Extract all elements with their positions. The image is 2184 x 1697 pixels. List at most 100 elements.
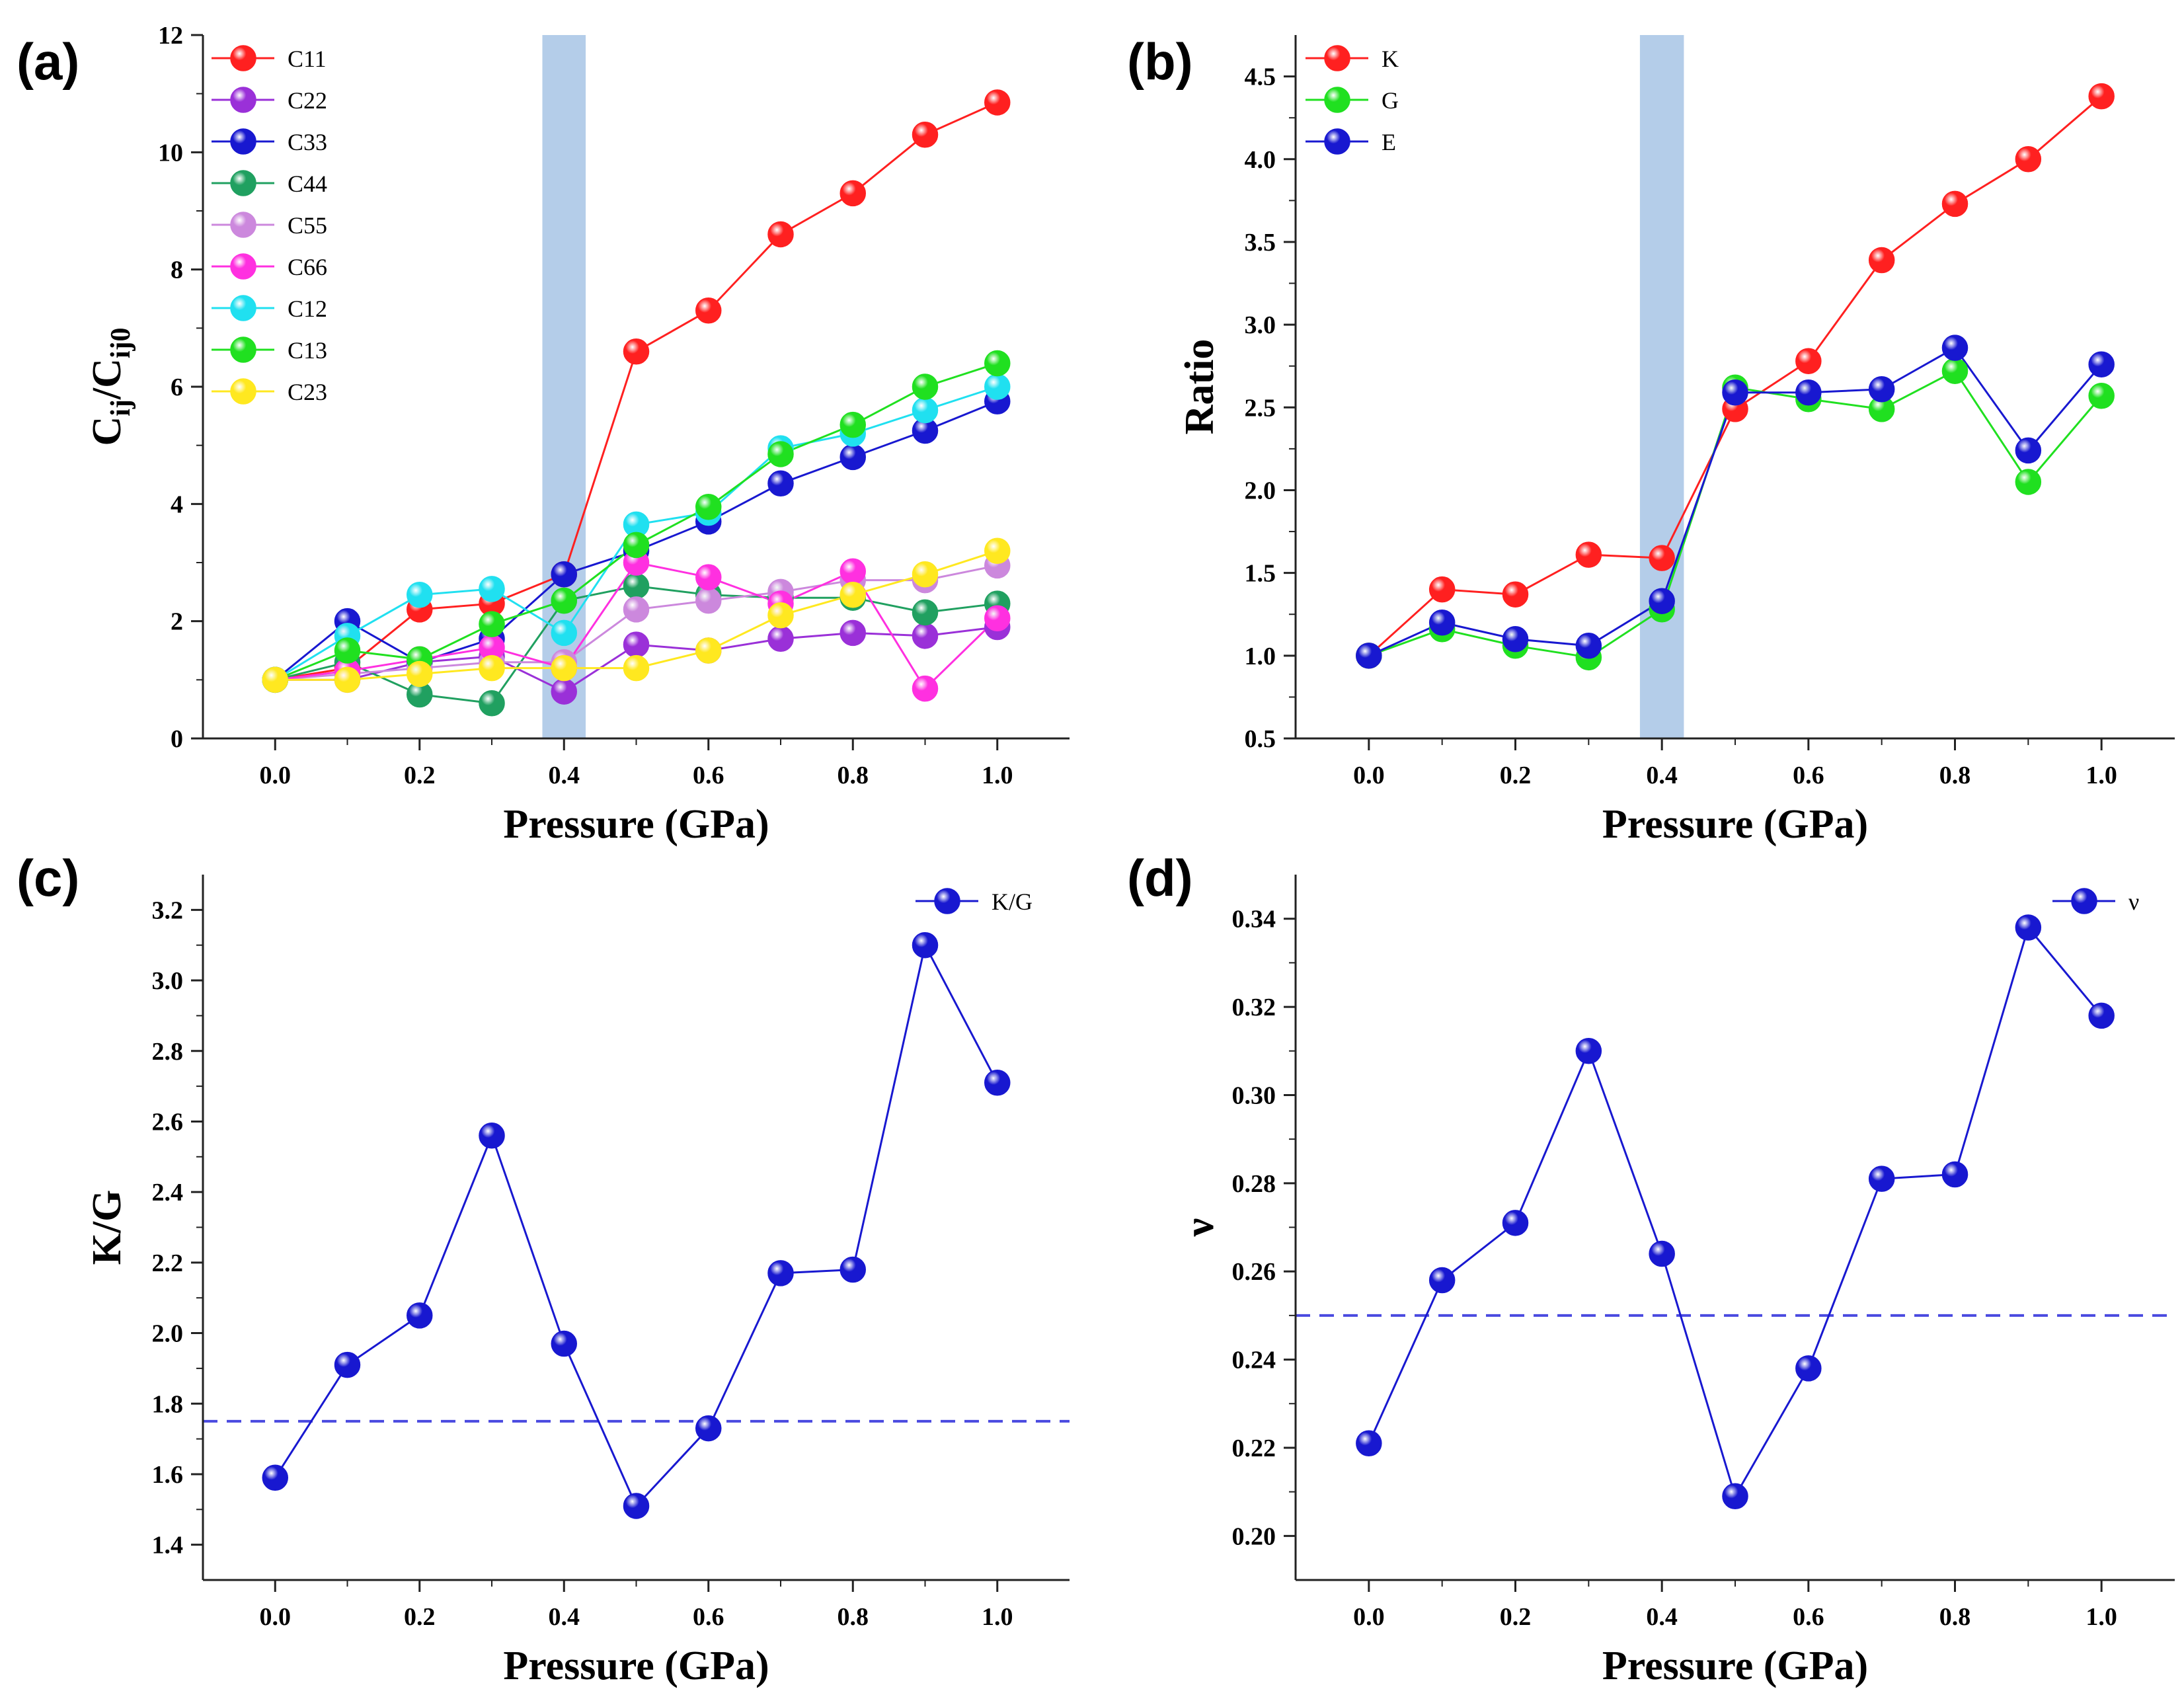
y-tick-label: 1.5 (1245, 560, 1276, 588)
data-point (551, 561, 577, 588)
data-point (695, 564, 722, 590)
data-point (2015, 437, 2042, 464)
y-axis-title: K/G (85, 1190, 130, 1265)
legend-marker (934, 888, 960, 914)
data-point (695, 1415, 722, 1442)
data-point (1356, 643, 1382, 669)
data-point (2015, 914, 2042, 941)
y-tick-label: 0.32 (1232, 994, 1276, 1021)
legend-label: C23 (288, 379, 327, 405)
data-point (984, 1070, 1011, 1096)
legend-label: E (1382, 129, 1396, 155)
legend-label: C55 (288, 212, 327, 239)
x-tick-label: 0.0 (1353, 762, 1385, 789)
y-tick-label: 1.8 (152, 1390, 184, 1418)
data-point (407, 1302, 433, 1329)
legend-label: K (1382, 46, 1399, 72)
data-point (1941, 335, 1969, 361)
data-point (2088, 1002, 2115, 1029)
y-tick-label: 4.0 (1245, 146, 1276, 174)
legend: K/G (916, 888, 1033, 915)
data-point (912, 374, 939, 400)
y-tick-label: 3.0 (152, 967, 184, 995)
data-point (551, 654, 577, 682)
legend-marker (230, 336, 256, 363)
legend-marker (230, 128, 256, 155)
x-tick-label: 0.4 (1646, 762, 1678, 789)
legend: KGE (1306, 45, 1399, 155)
data-point (1795, 379, 1822, 406)
data-point (262, 1464, 288, 1491)
data-point (984, 537, 1011, 565)
data-point (479, 654, 505, 682)
x-tick-label: 1.0 (982, 1603, 1013, 1631)
data-point (623, 572, 650, 600)
legend-label: ν (2128, 888, 2139, 915)
y-tick-label: 0.22 (1232, 1435, 1276, 1462)
data-point (262, 666, 288, 693)
x-tick-label: 0.6 (693, 762, 724, 789)
x-tick-label: 0.8 (838, 1603, 869, 1631)
data-point (767, 602, 794, 629)
data-point (1941, 1161, 1969, 1188)
legend-label: C12 (288, 296, 327, 322)
markers-series (1356, 914, 2115, 1510)
y-axis-title: Ratio (1177, 339, 1222, 435)
data-point (1722, 1483, 1748, 1510)
data-point (1941, 358, 1969, 384)
data-point (1649, 545, 1675, 571)
y-tick-label: 12 (158, 22, 183, 50)
data-point (839, 180, 866, 207)
y-tick-label: 2.5 (1245, 394, 1276, 422)
data-point (839, 1256, 866, 1283)
data-point (1868, 247, 1895, 274)
legend-label: C44 (288, 171, 327, 197)
x-tick-label: 0.4 (549, 762, 580, 789)
panel-3: (d) 0.0 0.2 0.4 0.6 0.8 1.0 0.20 0.22 0.24 0.26 0.2… (1127, 849, 2175, 1688)
y-tick-label: 2.0 (152, 1320, 184, 1348)
y-tick-label: 2.2 (152, 1249, 184, 1277)
legend-label: K/G (992, 888, 1033, 915)
y-tick-label: 0.28 (1232, 1170, 1276, 1198)
data-point (984, 89, 1011, 116)
data-point (912, 561, 939, 588)
x-tick-label: 1.0 (2086, 1603, 2117, 1631)
data-point (984, 374, 1011, 400)
x-tick-label: 1.0 (982, 762, 1013, 789)
legend-marker (1324, 87, 1350, 113)
data-point (1428, 576, 1456, 603)
legend-marker (2071, 888, 2097, 914)
y-tick-label: 0.26 (1232, 1258, 1276, 1286)
x-axis-title: Pressure (GPa) (1602, 1643, 1868, 1688)
y-axis-title: ν (1177, 1218, 1222, 1238)
legend-marker (230, 378, 256, 405)
legend-marker (1324, 128, 1350, 155)
data-point (839, 619, 866, 647)
panel-2: (c) 0.0 0.2 0.4 0.6 0.8 1.0 1.4 1.6 1.8 2.0 2.2 2.4 2… (17, 849, 1070, 1688)
panel-letter: (d) (1127, 849, 1193, 907)
data-point (912, 675, 939, 702)
data-point (767, 441, 794, 467)
data-point (407, 660, 433, 688)
y-tick-label: 0.20 (1232, 1522, 1276, 1550)
data-point (839, 558, 866, 585)
data-point (984, 605, 1011, 631)
legend-marker (230, 170, 256, 196)
y-tick-label: 0.34 (1232, 906, 1276, 933)
data-point (479, 690, 505, 717)
y-tick-label: 2.6 (152, 1108, 184, 1136)
legend: ν (2052, 888, 2139, 915)
data-point (1428, 1267, 1456, 1294)
panel-0: (a) 0.0 0.2 0.4 0.6 0.8 1.0 0 2 4 6 8 10 12 Pressure (… (17, 22, 1070, 847)
data-point (2015, 146, 2042, 173)
x-tick-label: 0.8 (838, 762, 869, 789)
x-tick-label: 0.6 (1793, 762, 1824, 789)
data-point (1428, 610, 1456, 636)
legend-label: C13 (288, 337, 327, 364)
data-point (1575, 633, 1602, 659)
data-point (2088, 83, 2115, 110)
data-point (623, 1493, 650, 1519)
x-tick-label: 0.6 (1793, 1603, 1824, 1631)
